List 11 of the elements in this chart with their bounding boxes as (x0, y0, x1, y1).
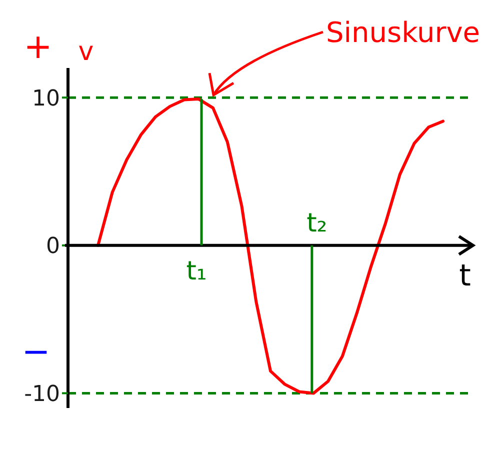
x-axis-title: t (459, 258, 472, 294)
annotation: t₂ (306, 208, 328, 238)
annotation: t₁ (186, 256, 207, 286)
y-tick-label: 10 (32, 86, 60, 112)
line-series (96, 98, 444, 395)
y-axis-title: v (78, 37, 94, 67)
text: Sinuskurve (326, 16, 480, 49)
y-tick-label: 0 (46, 234, 60, 260)
text: − (22, 332, 50, 372)
y-tick-label: -10 (24, 382, 60, 408)
text: + (24, 27, 52, 67)
